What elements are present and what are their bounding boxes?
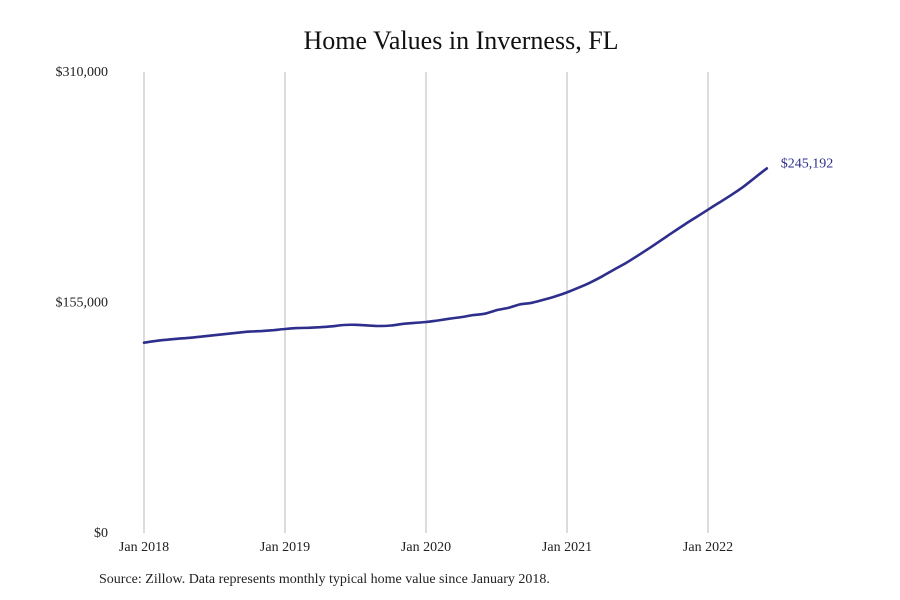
series-line <box>142 167 769 344</box>
chart-title: Home Values in Inverness, FL <box>303 26 619 55</box>
y-tick-label: $0 <box>94 526 108 541</box>
x-tick-label: Jan 2022 <box>683 540 733 555</box>
x-tick-label: Jan 2021 <box>542 540 592 555</box>
x-tick-label: Jan 2018 <box>119 540 169 555</box>
source-note: Source: Zillow. Data represents monthly … <box>99 572 550 587</box>
x-tick-label: Jan 2020 <box>401 540 451 555</box>
end-value-label: $245,192 <box>781 156 834 171</box>
x-tick-label: Jan 2019 <box>260 540 310 555</box>
y-tick-label: $155,000 <box>56 296 109 311</box>
y-tick-label: $310,000 <box>56 65 109 80</box>
